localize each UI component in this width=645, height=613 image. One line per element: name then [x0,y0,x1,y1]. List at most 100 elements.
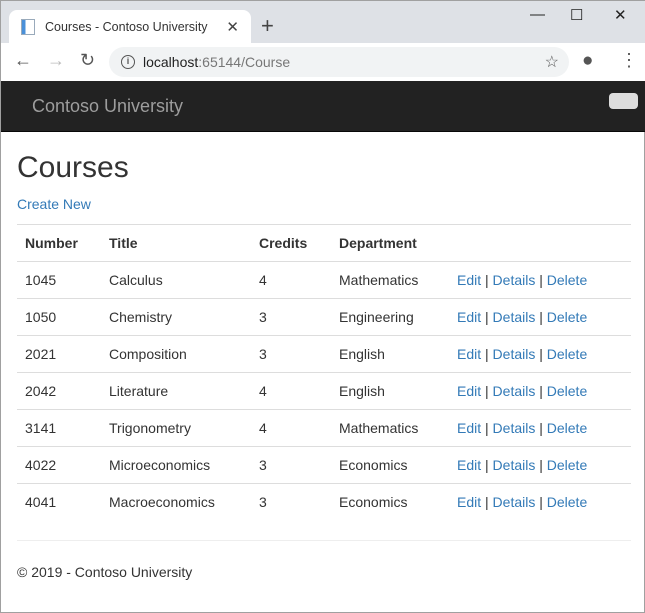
cell-actions: Edit | Details | Delete [449,261,631,299]
forward-icon[interactable]: → [47,50,65,70]
back-icon[interactable]: ← [14,50,32,70]
header-title: Title [101,224,251,262]
delete-link[interactable]: Delete [546,494,588,511]
delete-link[interactable]: Delete [546,272,588,288]
cell-credits: 4 [251,372,331,410]
details-link[interactable]: Details [492,383,536,399]
separator: | [485,420,489,436]
site-navbar: Contoso University [1,81,645,132]
main-content: Courses Create New Number Title Credits … [17,132,631,521]
table-row: 4041 Macroeconomics 3 Economics Edit | Detai… [17,483,631,521]
new-tab-icon[interactable]: + [261,13,274,38]
separator: | [539,457,543,473]
cell-title: Macroeconomics [101,483,251,521]
cell-credits: 3 [251,298,331,336]
navbar-toggle-button[interactable] [609,93,638,109]
table-row: 2042 Literature 4 English Edit | Details | D… [17,372,631,410]
separator: | [539,272,543,288]
details-link[interactable]: Details [492,272,536,288]
bookmark-star-icon[interactable]: ☆ [544,54,559,71]
table-row: 2021 Composition 3 English Edit | Details | … [17,335,631,373]
separator: | [485,309,489,325]
edit-link[interactable]: Edit [457,272,482,288]
header-credits: Credits [251,224,331,262]
edit-link[interactable]: Edit [457,383,482,399]
maximize-icon[interactable]: ☐ [570,7,584,24]
cell-actions: Edit | Details | Delete [449,446,631,484]
info-icon[interactable]: i [121,55,135,69]
header-number: Number [17,224,101,262]
details-link[interactable]: Details [492,494,536,511]
cell-department: Engineering [331,298,449,336]
menu-icon[interactable]: ⋮ [620,50,638,70]
delete-link[interactable]: Delete [546,346,588,362]
cell-title: Literature [101,372,251,410]
cell-department: Economics [331,446,449,484]
cell-title: Trigonometry [101,409,251,447]
details-link[interactable]: Details [492,346,536,362]
cell-credits: 3 [251,483,331,521]
footer-text: © 2019 - Contoso University [17,564,193,580]
separator: | [539,420,543,436]
cell-actions: Edit | Details | Delete [449,483,631,521]
delete-link[interactable]: Delete [546,420,588,436]
separator: | [539,383,543,399]
delete-link[interactable]: Delete [546,309,588,325]
edit-link[interactable]: Edit [457,457,482,473]
page-title: Courses [17,151,129,184]
table-row: 4022 Microeconomics 3 Economics Edit | Detai… [17,446,631,484]
cell-number: 1050 [17,298,101,336]
cell-title: Calculus [101,261,251,299]
browser-tab[interactable]: Courses - Contoso University ✕ [9,10,251,43]
courses-table: Number Title Credits Department 1045 Calc… [17,224,631,521]
delete-link[interactable]: Delete [546,457,588,473]
cell-number: 4041 [17,483,101,521]
tab-strip: Courses - Contoso University ✕ + — ☐ ✕ [1,1,645,43]
cell-actions: Edit | Details | Delete [449,335,631,373]
cell-number: 2042 [17,372,101,410]
cell-number: 2021 [17,335,101,373]
close-window-icon[interactable]: ✕ [614,7,627,24]
header-department: Department [331,224,449,262]
cell-credits: 4 [251,409,331,447]
cell-credits: 3 [251,335,331,373]
table-row: 1045 Calculus 4 Mathematics Edit | Details |… [17,261,631,299]
table-row: 1050 Chemistry 3 Engineering Edit | Details … [17,298,631,336]
separator: | [485,346,489,362]
separator: | [485,383,489,399]
edit-link[interactable]: Edit [457,346,482,362]
cell-actions: Edit | Details | Delete [449,409,631,447]
separator: | [485,494,489,511]
header-actions [449,224,631,262]
edit-link[interactable]: Edit [457,309,482,325]
separator: | [539,494,543,511]
profile-icon[interactable]: ● [582,50,594,71]
cell-title: Chemistry [101,298,251,336]
brand-link[interactable]: Contoso University [32,96,184,116]
cell-number: 3141 [17,409,101,447]
page-favicon-icon [21,18,35,35]
details-link[interactable]: Details [492,457,536,473]
separator: | [539,309,543,325]
address-bar[interactable]: i localhost:65144/Course ☆ [109,47,569,77]
delete-link[interactable]: Delete [546,383,588,399]
cell-title: Microeconomics [101,446,251,484]
minimize-icon[interactable]: — [530,6,545,23]
edit-link[interactable]: Edit [457,420,482,436]
table-row: 3141 Trigonometry 4 Mathematics Edit | Detai… [17,409,631,447]
separator: | [539,346,543,362]
cell-department: English [331,372,449,410]
details-link[interactable]: Details [492,420,536,436]
cell-credits: 3 [251,446,331,484]
edit-link[interactable]: Edit [457,494,482,511]
reload-icon[interactable]: ↻ [80,50,96,70]
url-path: :65144/Course [198,54,291,70]
cell-department: English [331,335,449,373]
close-tab-icon[interactable]: ✕ [226,18,239,36]
details-link[interactable]: Details [492,309,536,325]
cell-number: 1045 [17,261,101,299]
cell-actions: Edit | Details | Delete [449,372,631,410]
create-new-link[interactable]: Create New [17,196,91,212]
cell-department: Mathematics [331,261,449,299]
browser-toolbar: ← → ↻ i localhost:65144/Course ☆ ● ⋮ [1,43,645,81]
